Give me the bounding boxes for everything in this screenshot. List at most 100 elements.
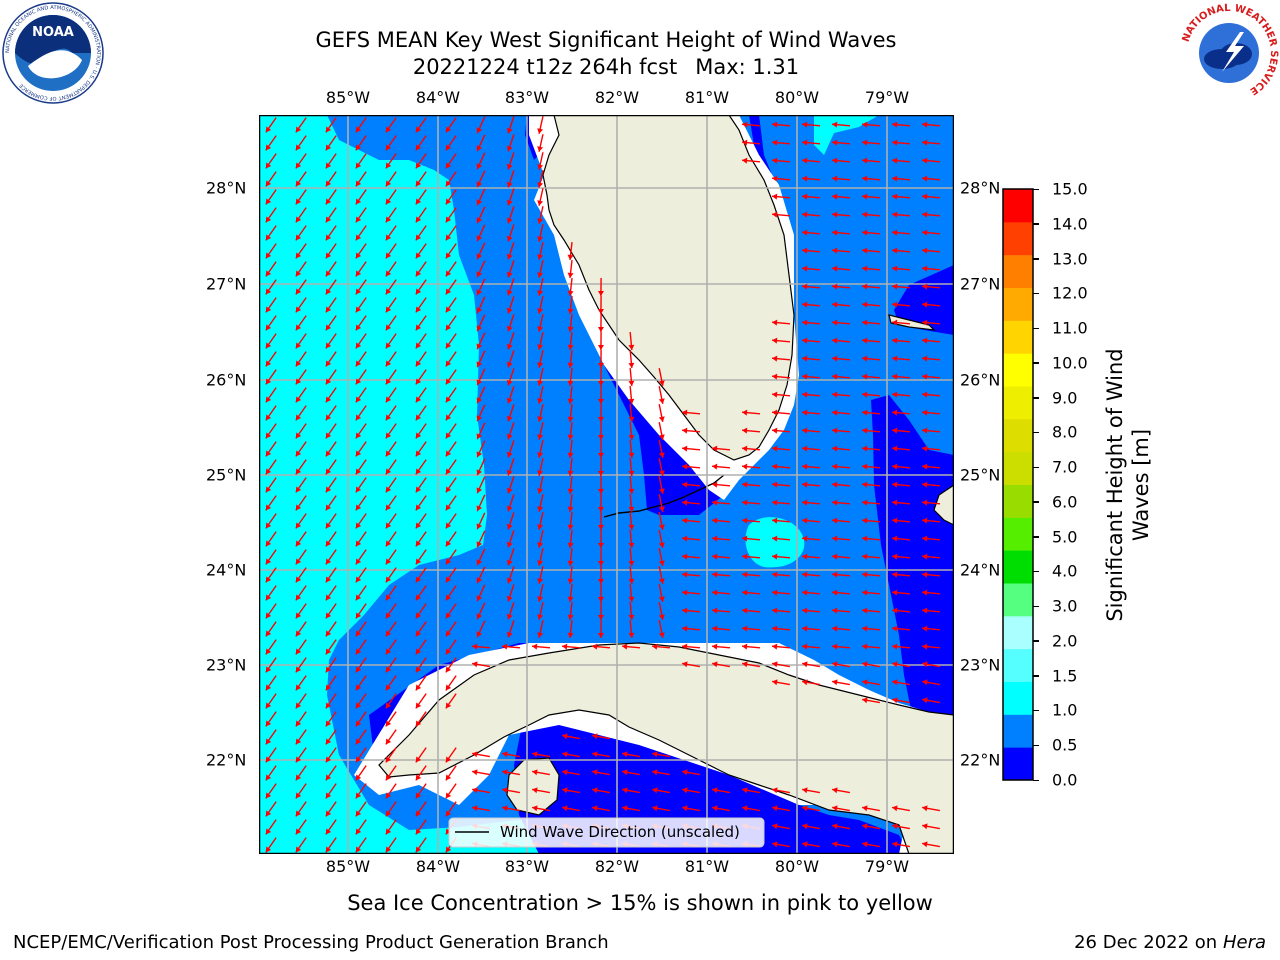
wave-direction-arrowhead xyxy=(537,506,544,512)
lon-label-top: 81°W xyxy=(684,88,730,107)
wave-direction-arrowhead xyxy=(682,427,688,434)
wave-direction-arrowhead xyxy=(922,175,928,182)
wave-direction-arrowhead xyxy=(772,175,778,182)
wave-direction-arrowhead xyxy=(832,625,838,632)
wave-direction-arrowhead xyxy=(802,571,808,578)
wave-direction-arrowhead xyxy=(506,631,513,638)
wave-direction-arrowhead xyxy=(567,452,574,458)
wave-direction-arrowhead xyxy=(802,841,808,848)
wave-direction-arrowhead xyxy=(295,774,302,781)
wave-direction-arrowhead xyxy=(355,216,362,223)
wave-direction-arrowhead xyxy=(415,630,422,637)
wave-direction-arrowhead xyxy=(862,445,868,452)
wave-direction-arrowhead xyxy=(265,648,272,655)
wave-direction-arrowhead xyxy=(325,648,332,655)
wave-direction-arrowhead xyxy=(658,506,665,512)
wave-direction-arrowhead xyxy=(802,373,808,380)
wave-direction-arrowhead xyxy=(922,427,928,434)
footer-date-text: 26 Dec 2022 on xyxy=(1074,932,1218,953)
wave-direction-arrowhead xyxy=(652,805,658,812)
wave-direction-arrowhead xyxy=(922,409,928,416)
wave-direction-arrowhead xyxy=(597,290,604,296)
wave-direction-arrowhead xyxy=(325,414,332,421)
wave-direction-arrowhead xyxy=(537,470,544,476)
wave-direction-arrowhead xyxy=(355,126,362,133)
wave-direction-arrowhead xyxy=(445,162,452,169)
wave-direction-arrowhead xyxy=(385,720,392,727)
wave-direction-arrowhead xyxy=(772,409,778,416)
wave-direction-arrowhead xyxy=(265,306,272,313)
wave-direction-arrowhead xyxy=(802,805,808,812)
wave-direction-arrowhead xyxy=(802,247,808,254)
colorbar-tick-mark xyxy=(1033,327,1039,330)
wave-direction-arrowhead xyxy=(832,175,838,182)
wave-direction-arrowhead xyxy=(742,445,748,452)
wave-direction-arrowhead xyxy=(832,481,838,488)
wave-direction-arrowhead xyxy=(892,391,898,398)
wave-direction-arrowhead xyxy=(597,614,604,620)
wave-direction-arrowhead xyxy=(567,254,574,260)
colorbar-tick-label: 9.0 xyxy=(1052,388,1078,408)
wave-direction-arrowhead xyxy=(682,517,688,524)
wave-direction-arrowhead xyxy=(832,265,838,272)
wave-direction-arrowhead xyxy=(325,756,332,763)
wave-direction-arrowhead xyxy=(537,596,544,602)
wave-direction-arrowhead xyxy=(415,558,422,565)
wave-direction-arrowhead xyxy=(265,828,272,835)
wave-direction-arrowhead xyxy=(445,198,452,205)
wave-direction-arrowhead xyxy=(385,270,392,277)
wave-direction-arrowhead xyxy=(802,193,808,200)
wave-direction-arrowhead xyxy=(892,463,898,470)
wave-direction-arrowhead xyxy=(385,666,392,673)
wave-direction-arrowhead xyxy=(922,319,928,326)
wave-direction-arrowhead xyxy=(476,451,483,458)
wave-direction-arrowhead xyxy=(832,319,838,326)
wave-direction-arrowhead xyxy=(265,504,272,511)
wave-direction-arrowhead xyxy=(472,805,478,812)
wave-direction-arrowhead xyxy=(355,342,362,349)
wave-direction-arrowhead xyxy=(772,589,778,596)
wave-direction-arrowhead xyxy=(567,344,574,350)
wave-direction-arrowhead xyxy=(567,524,574,530)
wave-direction-arrowhead xyxy=(355,846,362,853)
wave-direction-arrowhead xyxy=(892,481,898,488)
wave-direction-arrowhead xyxy=(922,193,928,200)
wave-direction-arrowhead xyxy=(712,499,718,506)
wave-direction-arrowhead xyxy=(325,378,332,385)
wave-direction-arrowhead xyxy=(445,702,452,709)
wave-direction-arrowhead xyxy=(295,378,302,385)
wave-direction-arrowhead xyxy=(355,360,362,367)
wave-direction-arrowhead xyxy=(862,265,868,272)
wave-direction-arrowhead xyxy=(445,306,452,313)
wave-direction-arrowhead xyxy=(355,648,362,655)
wave-direction-arrowhead xyxy=(506,541,513,548)
wave-direction-arrowhead xyxy=(892,229,898,236)
wave-direction-arrowhead xyxy=(862,301,868,308)
wave-direction-arrowhead xyxy=(892,571,898,578)
wave-direction-arrowhead xyxy=(922,661,928,668)
wave-direction-arrowhead xyxy=(476,595,483,602)
wave-direction-arrowhead xyxy=(506,487,513,494)
wave-direction-arrowhead xyxy=(445,846,452,853)
wave-direction-arrowhead xyxy=(802,139,808,146)
wave-direction-arrowhead xyxy=(802,121,808,128)
wave-direction-arrowhead xyxy=(772,373,778,380)
wave-direction-arrowhead xyxy=(597,452,604,458)
wave-direction-arrowhead xyxy=(772,193,778,200)
wave-direction-arrowhead xyxy=(682,607,688,614)
wave-direction-arrowhead xyxy=(537,632,544,638)
wave-direction-arrowhead xyxy=(295,558,302,565)
wave-direction-arrowhead xyxy=(385,288,392,295)
wave-direction-arrowhead xyxy=(892,553,898,560)
wave-direction-arrowhead xyxy=(355,720,362,727)
wave-direction-arrowhead xyxy=(472,769,478,776)
wave-direction-arrowhead xyxy=(265,774,272,781)
wave-direction-arrowhead xyxy=(476,379,483,386)
wave-direction-arrowhead xyxy=(922,229,928,236)
wave-direction-arrowhead xyxy=(476,433,483,440)
wave-direction-arrowhead xyxy=(597,380,604,386)
wave-direction-arrowhead xyxy=(445,594,452,601)
wave-direction-arrowhead xyxy=(862,607,868,614)
lat-label-left: 26°N xyxy=(206,370,247,390)
wave-direction-arrowhead xyxy=(506,163,513,170)
